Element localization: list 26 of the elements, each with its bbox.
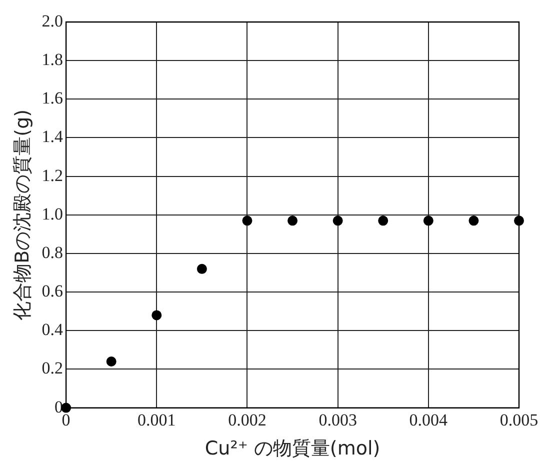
x-tick-label: 0.005 [500,410,538,430]
point [288,216,298,226]
y-axis-title: 化合物Bの沈殿の質量(g) [11,109,34,320]
x-axis-title: Cu²⁺ の物質量(mol) [204,438,380,460]
y-tick-label: 0.2 [42,358,64,378]
y-tick-label: 1.8 [42,50,64,70]
y-tick-label: 1.0 [42,204,64,224]
y-tick-label: 1.4 [42,127,64,146]
y-tick-label: 0.4 [42,320,64,340]
y-tick-label: 1.2 [42,166,64,185]
x-tick-label: 0.002 [228,410,266,430]
y-tick-label: 1.6 [42,88,64,108]
point [468,216,479,226]
x-tick-label: 0.003 [318,410,357,430]
point [106,356,116,367]
y-tick-label: 0.8 [42,242,64,262]
point [378,216,388,226]
point [332,216,343,226]
y-tick-label: 0.6 [42,282,64,301]
y-tick-label: 2.0 [42,11,64,30]
point [423,216,434,226]
point [152,310,162,320]
x-tick-label: 0.001 [138,410,176,430]
x-tick-label: 0.004 [409,410,448,430]
point [242,216,252,226]
point [196,264,207,274]
